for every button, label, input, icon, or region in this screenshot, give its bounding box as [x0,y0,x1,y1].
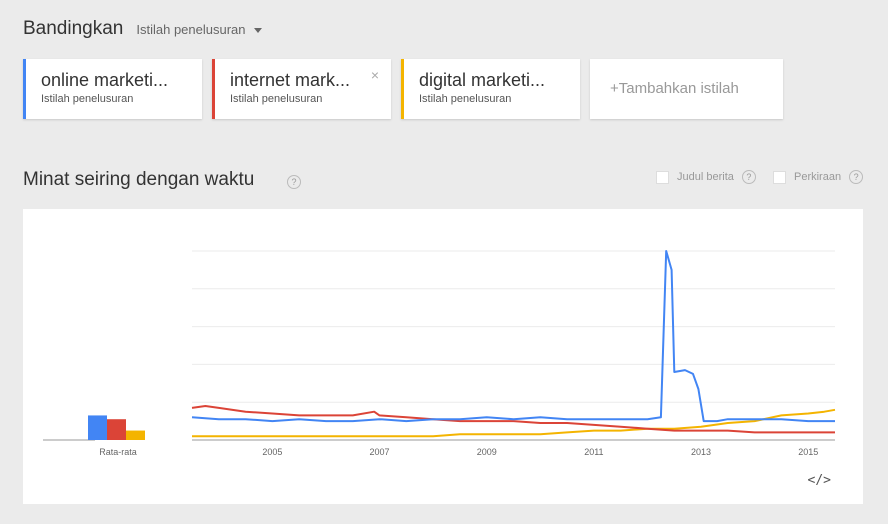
x-tick-label: 2007 [370,447,390,457]
headlines-checkbox[interactable] [656,170,669,184]
section-title: Minat seiring dengan waktu [23,169,255,190]
add-term-button[interactable]: +Tambahkan istilah [590,59,783,119]
term-color-bar [23,59,26,119]
help-icon[interactable]: ? [287,175,301,189]
x-tick-label: 2013 [691,447,711,457]
forecast-label: Perkiraan [794,171,842,183]
help-icon[interactable]: ? [849,170,864,184]
embed-code-icon[interactable]: </> [807,473,831,488]
term-color-bar [212,59,215,119]
term-type: Istilah penelusuran [419,93,512,105]
term-card-online-marketing[interactable]: online marketi... Istilah penelusuran [23,59,202,119]
chart-panel: 2005 2007 2009 2011 2013 2015 Rata-rata </> [23,209,863,504]
headlines-label: Judul berita [677,171,734,183]
option-headlines[interactable]: Judul berita ? [656,170,756,184]
add-term-label: +Tambahkan istilah [610,80,739,97]
compare-title: Bandingkan [23,18,124,39]
x-tick-label: 2015 [798,447,818,457]
interest-chart: 2005 2007 2009 2011 2013 2015 Rata-rata [43,250,836,457]
compare-header: Bandingkan Istilah penelusuran [23,18,262,40]
x-tick-label: 2011 [584,447,603,457]
x-tick-label: 2005 [262,447,282,457]
series-line [192,408,836,438]
search-type-dropdown[interactable]: Istilah penelusuran [136,22,262,37]
option-forecast[interactable]: Perkiraan ? [773,170,864,184]
term-name: online marketi... [41,70,169,90]
search-type-label: Istilah penelusuran [136,22,246,37]
term-card-digital-marketing[interactable]: digital marketi... Istilah penelusuran [401,59,580,119]
series-line [191,250,835,423]
term-name: digital marketi... [419,70,546,90]
term-type: Istilah penelusuran [230,93,323,105]
term-type: Istilah penelusuran [41,93,134,105]
average-bar [107,419,126,440]
term-card-internet-marketing[interactable]: internet mark... Istilah penelusuran × [212,59,391,119]
caret-down-icon [253,28,262,33]
average-bar [88,415,107,440]
x-tick-label: 2009 [477,447,497,457]
help-icon[interactable]: ? [741,170,756,184]
average-bar [126,430,145,440]
term-name: internet mark... [230,70,351,90]
term-color-bar [401,59,404,119]
average-label: Rata-rata [99,447,137,457]
remove-term-icon[interactable]: × [370,67,379,83]
series-line [191,405,835,434]
forecast-checkbox[interactable] [773,170,786,184]
